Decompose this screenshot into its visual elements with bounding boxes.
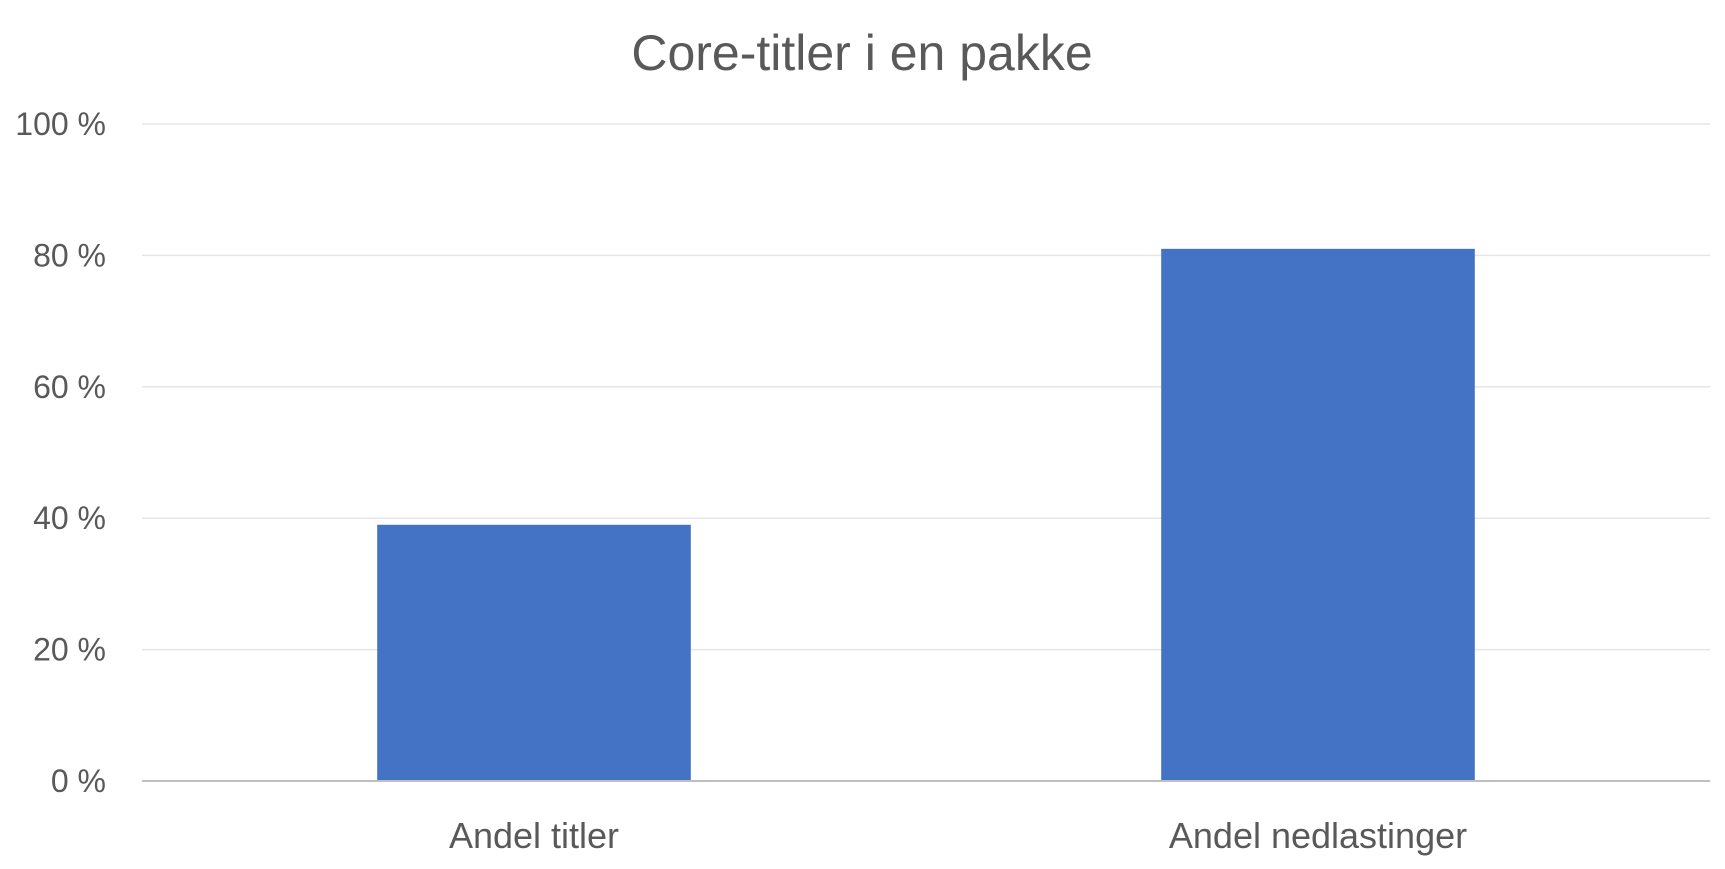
y-tick-label: 20 % — [33, 632, 106, 668]
bar — [1161, 248, 1475, 781]
y-tick-label: 60 % — [33, 369, 106, 405]
y-tick-label: 40 % — [33, 500, 106, 536]
y-axis-ticks: 0 % 20 % 40 % 60 % 80 % 100 % — [15, 106, 106, 799]
y-tick-label: 80 % — [33, 237, 106, 273]
y-tick-label: 100 % — [15, 106, 106, 142]
bars — [377, 248, 1475, 781]
chart-title: Core-titler i en pakke — [631, 25, 1092, 81]
x-category-label: Andel titler — [449, 815, 619, 856]
y-tick-label: 0 % — [51, 763, 106, 799]
x-axis-categories: Andel titler Andel nedlastinger — [449, 815, 1467, 856]
bar — [377, 524, 691, 781]
x-category-label: Andel nedlastinger — [1169, 815, 1467, 856]
